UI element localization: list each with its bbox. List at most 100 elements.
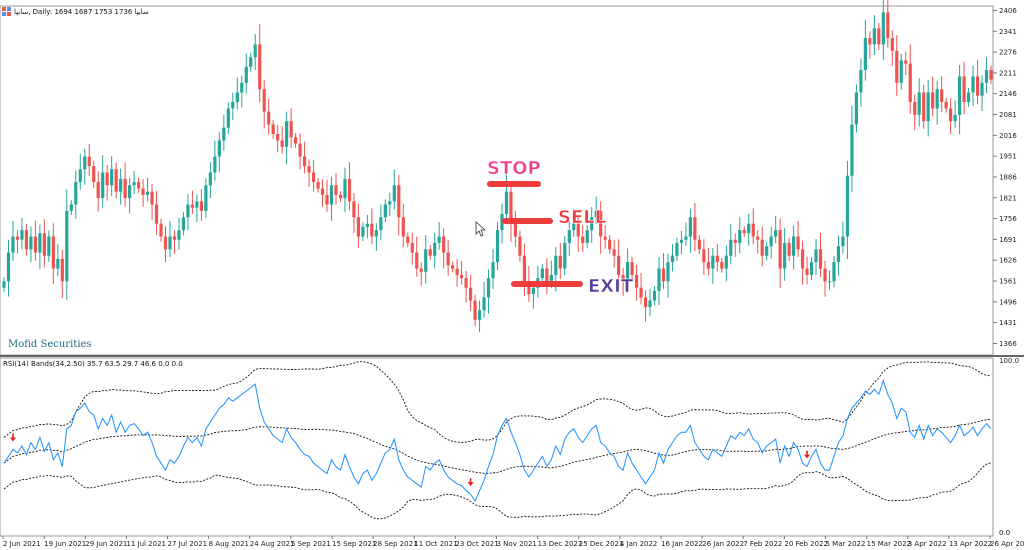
candle-body	[145, 191, 150, 195]
price-tick-label: 1886	[999, 173, 1017, 181]
time-tick-label: 23 Oct 2021	[455, 540, 498, 548]
time-tick-label: 26 Apr 2022	[990, 540, 1024, 548]
candle-body	[558, 255, 562, 269]
candle-body	[486, 278, 491, 298]
candle-body	[311, 172, 316, 183]
price-axis: 2406 2341 2276 2211 2146 2081 2016 1951 1886 1821…	[993, 7, 1017, 348]
candle-body	[298, 143, 302, 157]
price-panel[interactable]	[0, 0, 994, 356]
candle-body	[446, 252, 450, 266]
window-icon	[2, 7, 11, 16]
candle-body	[518, 236, 522, 256]
price-tick-label: 2341	[999, 28, 1017, 36]
candle-body	[922, 92, 926, 122]
candle-body	[706, 262, 710, 269]
candle-body	[477, 310, 482, 320]
candle-body	[545, 268, 549, 282]
time-tick-label: 7 Feb 2022	[743, 540, 782, 548]
candle-body	[554, 255, 558, 275]
time-tick-label: 16 Jan 2022	[661, 540, 703, 548]
candle-body	[177, 230, 181, 240]
candle-body	[356, 217, 361, 237]
candle-body	[926, 92, 930, 122]
price-tick-label: 2146	[999, 90, 1017, 98]
candle-body	[473, 300, 477, 320]
candle-body	[468, 287, 473, 301]
candle-body	[491, 262, 495, 279]
candle-body	[2, 281, 6, 288]
candle-body	[868, 38, 872, 45]
candle-body	[733, 239, 737, 243]
candle-body	[634, 274, 639, 288]
candle-body	[204, 185, 208, 211]
candle-body	[949, 108, 953, 122]
candle-body	[460, 274, 464, 279]
candle-body	[415, 252, 419, 269]
candle-body	[513, 223, 518, 237]
candle-body	[531, 287, 535, 295]
candle-body	[186, 204, 190, 218]
sell-signal-arrowhead-icon	[804, 454, 811, 459]
candle-body	[621, 274, 625, 282]
candle-body	[15, 236, 20, 240]
candle-body	[720, 262, 724, 269]
price-tick-label: 1496	[999, 298, 1017, 306]
candle-body	[150, 191, 154, 205]
candle-body	[114, 169, 118, 192]
candle-body	[670, 255, 675, 263]
candle-body	[724, 255, 728, 269]
candle-body	[881, 12, 885, 45]
price-tick-label: 2081	[999, 111, 1017, 119]
time-tick-label: 5 Sep 2021	[291, 540, 331, 548]
candle-body	[168, 236, 172, 250]
rsi-header: RSI(14) Bands(34,2.50) 35.7 63.5 29.7 46…	[3, 360, 183, 368]
candle-body	[154, 204, 159, 224]
price-tick-label: 1821	[999, 194, 1017, 202]
candle-body	[809, 262, 814, 275]
candle-body	[594, 210, 598, 218]
candle-body	[271, 124, 275, 135]
candle-body	[886, 12, 890, 39]
candle-body	[370, 223, 374, 237]
price-tick-label: 1366	[999, 340, 1017, 348]
rsi-tick-label: 100.0	[999, 357, 1019, 365]
candle-body	[608, 239, 612, 250]
candle-body	[818, 249, 823, 269]
candle-body	[738, 230, 742, 243]
candle-body	[774, 230, 778, 237]
candle-body	[957, 76, 962, 115]
time-tick-label: 24 Aug 2021	[250, 540, 295, 548]
candle-body	[419, 268, 423, 272]
time-tick-label: 2 Jun 2021	[3, 540, 41, 548]
price-tick-label: 2016	[999, 132, 1017, 140]
middle-band	[3, 418, 992, 474]
exit-label: EXIT	[588, 276, 634, 297]
candle-body	[626, 262, 630, 282]
candle-body	[424, 249, 428, 272]
price-tick-label: 1691	[999, 236, 1017, 244]
candle-body	[51, 236, 55, 269]
candle-body	[20, 230, 24, 240]
candle-body	[800, 249, 805, 269]
candle-body	[984, 70, 989, 83]
candle-body	[989, 70, 993, 80]
candle-body	[392, 185, 396, 202]
candle-body	[832, 262, 836, 282]
candle-body	[500, 214, 504, 231]
candle-body	[294, 137, 298, 144]
candle-body	[329, 185, 334, 205]
rsi-line	[3, 378, 992, 503]
rsi-panel[interactable]	[0, 357, 994, 537]
price-tick-label: 1431	[999, 319, 1017, 327]
candle-body	[433, 242, 437, 256]
candle-body	[253, 44, 257, 58]
price-tick-label: 2276	[999, 49, 1017, 57]
candle-body	[199, 201, 203, 211]
candle-body	[6, 252, 11, 282]
candle-body	[975, 76, 980, 96]
candle-body	[935, 89, 939, 109]
candle-body	[181, 217, 186, 231]
candle-body	[549, 274, 553, 282]
candle-body	[697, 239, 701, 250]
candle-body	[374, 230, 378, 237]
